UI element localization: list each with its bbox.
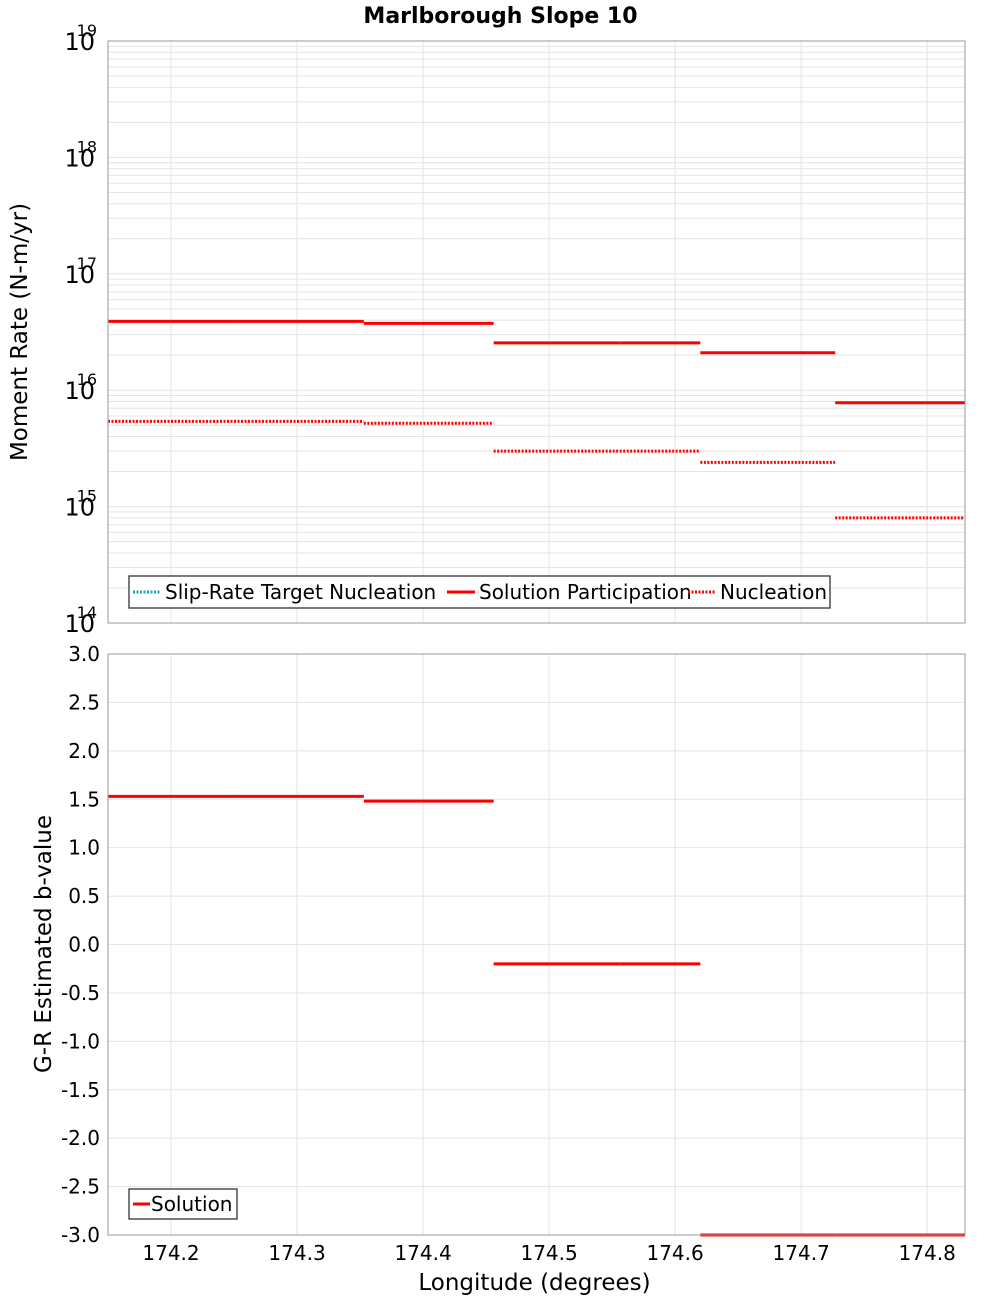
- y-tick-label-exponent: 15: [77, 487, 97, 506]
- y-tick-label: -0.5: [61, 981, 100, 1005]
- y-tick-label: 2.5: [68, 690, 100, 714]
- legend-label: Slip-Rate Target Nucleation: [165, 580, 436, 604]
- legend-label: Solution: [151, 1192, 232, 1216]
- x-tick-label: 174.6: [646, 1241, 703, 1265]
- y-tick-label-base: 10: [64, 494, 95, 522]
- y-tick-label: 1.0: [68, 836, 100, 860]
- y-tick-label: -1.0: [61, 1029, 100, 1053]
- x-tick-label: 174.5: [520, 1241, 577, 1265]
- y-tick-label-base: 10: [64, 144, 95, 172]
- y-tick-label: 0.5: [68, 884, 100, 908]
- y-tick-label-exponent: 19: [77, 21, 97, 40]
- legend-label: Solution Participation: [479, 580, 692, 604]
- x-tick-label: 174.4: [394, 1241, 451, 1265]
- y-tick-label-base: 10: [64, 261, 95, 289]
- legend-label: Nucleation: [720, 580, 827, 604]
- y-tick-label-base: 10: [64, 377, 95, 405]
- x-axis-title: Longitude (degrees): [418, 1270, 650, 1296]
- y-tick-label-base: 10: [64, 28, 95, 56]
- y-tick-label-exponent: 16: [77, 370, 97, 389]
- y-tick-label: -2.5: [61, 1175, 100, 1199]
- y-tick-label: -1.5: [61, 1078, 100, 1102]
- bottom-plot-frame: [107, 653, 966, 1236]
- y-tick-label-exponent: 18: [77, 137, 97, 156]
- y-tick-label-exponent: 14: [77, 603, 97, 622]
- y-tick-label-exponent: 17: [77, 254, 97, 273]
- y-tick-label: 2.0: [68, 739, 100, 763]
- y-axis-title: Moment Rate (N-m/yr): [7, 203, 33, 461]
- chart-title: Marlborough Slope 10: [363, 4, 637, 29]
- y-tick-label: -3.0: [61, 1223, 100, 1247]
- x-tick-label: 174.3: [268, 1241, 325, 1265]
- y-tick-label: 0.0: [68, 933, 100, 957]
- x-tick-label: 174.7: [773, 1241, 830, 1265]
- y-tick-label: -2.0: [61, 1126, 100, 1150]
- y-tick-label: 3.0: [68, 642, 100, 666]
- top-plot-frame: [107, 40, 966, 624]
- y-tick-label: 1.5: [68, 787, 100, 811]
- x-tick-label: 174.8: [899, 1241, 956, 1265]
- y-tick-label-base: 10: [64, 610, 95, 638]
- x-tick-label: 174.2: [142, 1241, 199, 1265]
- y-axis-title: G-R Estimated b-value: [31, 815, 57, 1073]
